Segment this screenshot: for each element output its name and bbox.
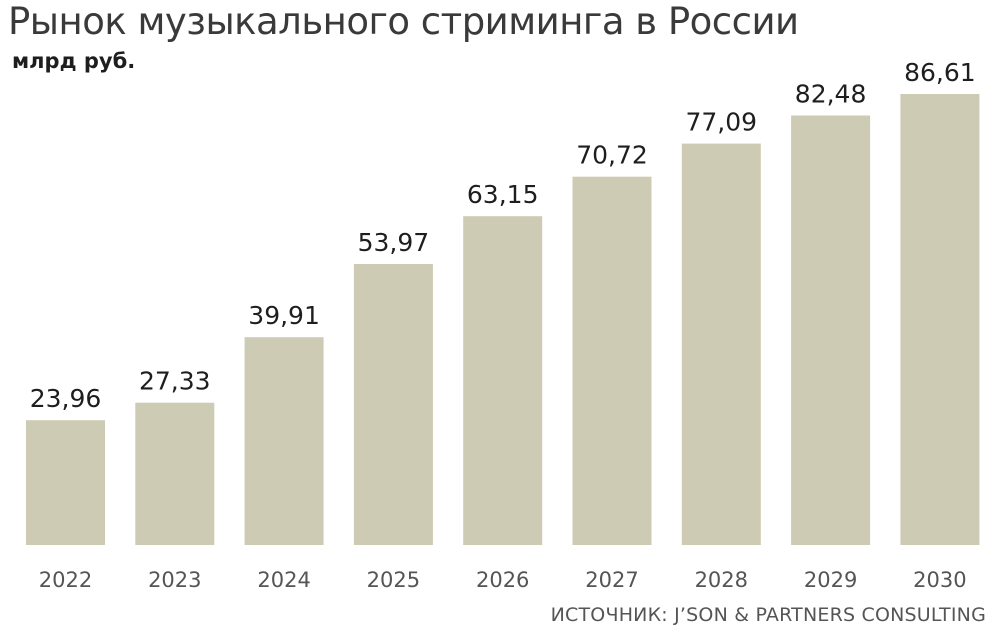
- value-label-2022: 23,96: [30, 384, 102, 413]
- x-tick-label-2025: 2025: [367, 568, 420, 592]
- bar-2030: [900, 94, 980, 545]
- value-label-2028: 77,09: [686, 108, 758, 137]
- chart-units: млрд руб.: [12, 49, 136, 73]
- x-tick-label-2023: 2023: [148, 568, 201, 592]
- x-tick-label-2024: 2024: [257, 568, 310, 592]
- value-label-2027: 70,72: [576, 141, 648, 170]
- bar-2022: [26, 420, 105, 545]
- bar-2026: [463, 216, 543, 545]
- value-label-2025: 53,97: [358, 228, 430, 257]
- bar-2028: [681, 143, 761, 545]
- x-tick-label-2026: 2026: [476, 568, 529, 592]
- x-tick-label-2027: 2027: [585, 568, 638, 592]
- x-tick-label-2030: 2030: [913, 568, 966, 592]
- value-label-2024: 39,91: [248, 301, 320, 330]
- value-label-2030: 86,61: [904, 58, 976, 87]
- value-label-2026: 63,15: [467, 180, 539, 209]
- x-tick-label-2029: 2029: [804, 568, 857, 592]
- bar-2027: [572, 176, 652, 545]
- x-tick-label-2022: 2022: [39, 568, 92, 592]
- value-label-2029: 82,48: [795, 80, 867, 109]
- bar-2025: [353, 264, 433, 545]
- chart-title: Рынок музыкального стриминга в России: [8, 0, 799, 43]
- bar-2029: [791, 115, 871, 545]
- value-label-2023: 27,33: [139, 367, 211, 396]
- bar-2024: [244, 337, 324, 545]
- x-tick-label-2028: 2028: [695, 568, 748, 592]
- bar-2023: [135, 402, 215, 545]
- source-note: ИСТОЧНИК: J’SON & PARTNERS CONSULTING: [550, 604, 986, 626]
